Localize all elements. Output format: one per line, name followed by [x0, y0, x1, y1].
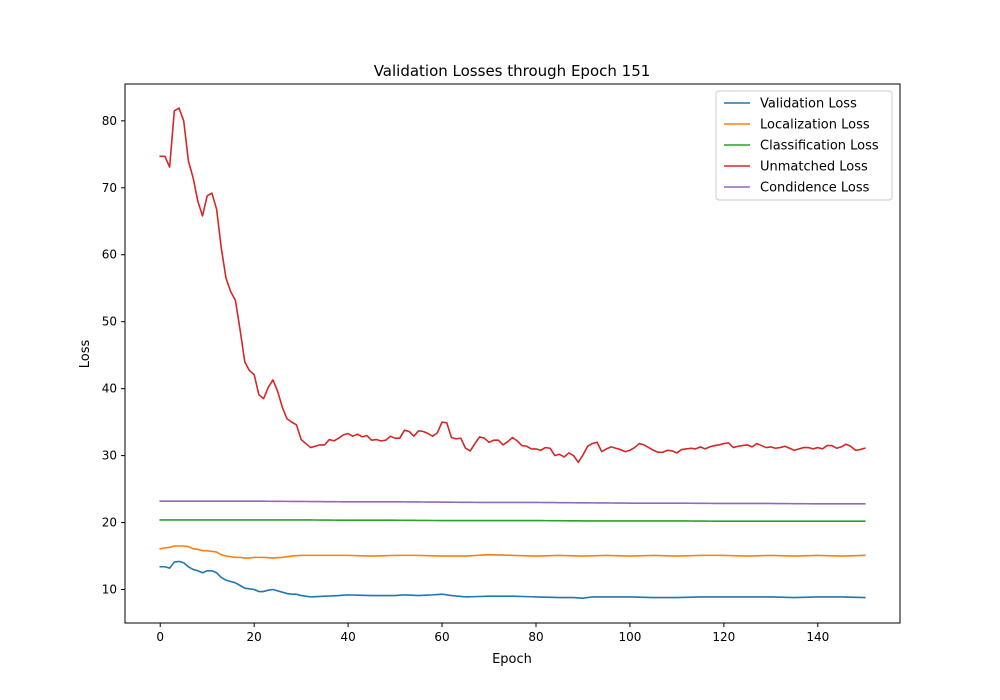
y-tick-label: 70: [102, 181, 117, 195]
legend-entry: Unmatched Loss: [760, 160, 868, 175]
y-axis-label: Loss: [78, 340, 93, 369]
legend: Validation Loss Localization Loss Classifi…: [715, 90, 893, 201]
y-tick-label: 40: [102, 382, 117, 396]
x-tick-label: 100: [618, 630, 641, 644]
plot-area: [159, 107, 866, 600]
series-line-3: [159, 107, 866, 464]
legend-entry: Validation Loss: [760, 97, 857, 112]
chart-title: Validation Losses through Epoch 151: [374, 62, 651, 80]
x-tick-label: 120: [712, 630, 735, 644]
x-tick-label: 140: [806, 630, 829, 644]
x-tick-label: 0: [156, 630, 164, 644]
series-line-4: [159, 500, 866, 505]
x-tick-label: 80: [528, 630, 543, 644]
legend-entry: Classification Loss: [760, 139, 879, 154]
series-line-0: [159, 560, 866, 600]
series-line-1: [159, 545, 866, 559]
legend-entry: Condidence Loss: [760, 181, 870, 196]
x-tick-label: 60: [434, 630, 449, 644]
axis-ticks: 0 20 40 60 80 100 120 140 10 20 30 40 50 60 70 80: [102, 114, 830, 644]
legend-entry: Localization Loss: [760, 118, 870, 133]
y-tick-label: 20: [102, 516, 117, 530]
x-tick-label: 20: [247, 630, 262, 644]
legend-box: [715, 90, 893, 201]
x-axis-label: Epoch: [492, 652, 532, 667]
y-tick-label: 50: [102, 315, 117, 329]
y-tick-label: 80: [102, 114, 117, 128]
y-tick-label: 10: [102, 583, 117, 597]
axes-frame: [124, 83, 901, 624]
y-tick-label: 30: [102, 449, 117, 463]
y-tick-label: 60: [102, 248, 117, 262]
x-tick-label: 40: [340, 630, 355, 644]
series-line-2: [159, 519, 866, 523]
